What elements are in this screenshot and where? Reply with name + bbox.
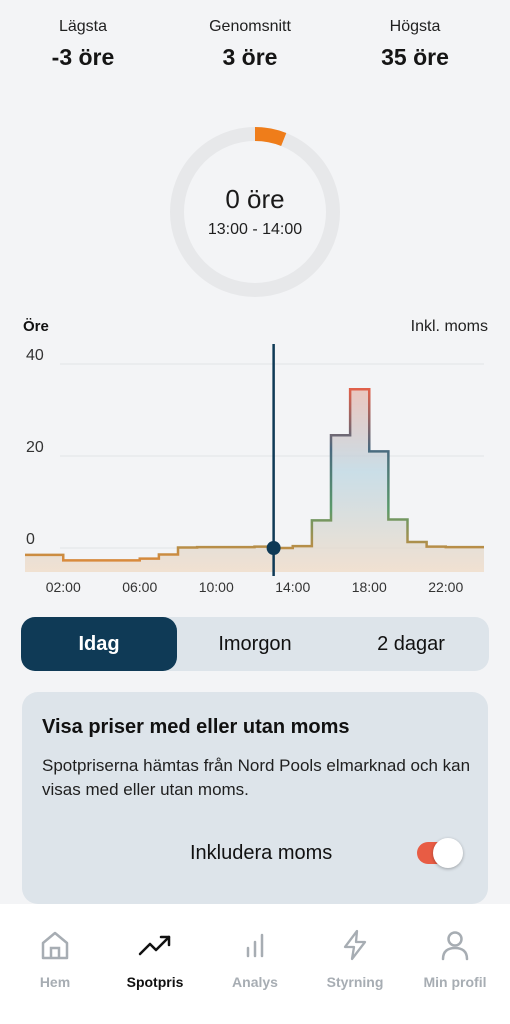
x-tick-label: 14:00 [275, 579, 310, 595]
x-tick-label: 02:00 [46, 579, 81, 595]
x-tick-label: 06:00 [122, 579, 157, 595]
y-tick-label: 20 [26, 439, 44, 456]
tab-today[interactable]: Idag [21, 617, 177, 671]
chart-vat-label: Inkl. moms [410, 318, 488, 335]
nav-item-home[interactable]: Hem [5, 928, 105, 990]
vat-card-title: Visa priser med eller utan moms [42, 716, 350, 738]
stat-average-value: 3 öre [222, 44, 278, 70]
y-tick-label: 40 [26, 347, 44, 364]
stat-lowest-value: -3 öre [51, 44, 115, 70]
chart-grid [60, 363, 484, 549]
x-tick-label: 10:00 [199, 579, 234, 595]
chart-x-axis: 02:00 06:00 10:00 14:00 18:00 22:00 [46, 579, 464, 595]
nav-item-styrning[interactable]: Styrning [305, 928, 405, 990]
stat-highest: Högsta 35 öre [330, 18, 500, 71]
nav-item-min-profil[interactable]: Min profil [405, 928, 505, 990]
chart-y-axis: 0 20 40 [26, 347, 44, 548]
home-icon [41, 931, 69, 960]
stat-highest-value: 35 öre [381, 44, 449, 70]
current-price-value: 0 öre [225, 184, 285, 214]
price-stats: Lägsta -3 öre Genomsnitt 3 öre Högsta 35… [0, 18, 510, 88]
nav-label-spotpris: Spotpris [126, 974, 184, 990]
current-price-gauge: 0 öre 13:00 - 14:00 [169, 126, 341, 298]
chart-series-line [25, 388, 484, 562]
bar-chart-icon [246, 933, 264, 958]
vat-card-description: Spotpriserna hämtas från Nord Pools elma… [42, 756, 471, 799]
stat-lowest: Lägsta -3 öre [0, 18, 168, 71]
tab-two-days[interactable]: 2 dagar [377, 632, 445, 655]
spot-price-chart[interactable]: 0 20 40 02:00 06:00 10:00 14:00 18:00 22:00 [0, 336, 510, 602]
nav-label-styrning: Styrning [326, 974, 384, 990]
toggle-knob [433, 838, 463, 868]
nav-item-spotpris[interactable]: Spotpris [105, 928, 205, 990]
nav-label-home: Hem [39, 974, 71, 990]
lightning-icon [343, 929, 367, 961]
chart-current-hour-marker[interactable] [266, 541, 281, 555]
y-tick-label: 0 [26, 531, 35, 548]
period-selector: Idag Imorgon 2 dagar [21, 617, 489, 671]
include-vat-toggle[interactable] [417, 838, 463, 868]
gauge-fill [170, 127, 340, 297]
nav-label-analys: Analys [232, 974, 278, 990]
nav-item-analys[interactable]: Analys [205, 928, 305, 990]
x-tick-label: 22:00 [428, 579, 463, 595]
trending-up-icon [138, 935, 171, 956]
x-tick-label: 18:00 [352, 579, 387, 595]
bottom-navigation: Hem Spotpris Analys Styrning Min profil [0, 904, 510, 1024]
user-icon [441, 931, 469, 961]
chart-area [25, 389, 484, 572]
tab-tomorrow[interactable]: Imorgon [218, 632, 292, 655]
stat-average-label: Genomsnitt [209, 18, 291, 35]
current-price-timerange: 13:00 - 14:00 [207, 221, 303, 238]
stat-average: Genomsnitt 3 öre [165, 18, 335, 71]
include-vat-label: Inkludera moms [190, 842, 333, 864]
stat-lowest-label: Lägsta [58, 18, 108, 35]
nav-label-min-profil: Min profil [423, 974, 487, 990]
stat-highest-label: Högsta [389, 18, 441, 35]
chart-unit-label: Öre [23, 318, 49, 335]
gauge-ring [170, 127, 340, 297]
vat-info-card: Visa priser med eller utan moms Spotpris… [22, 692, 488, 904]
